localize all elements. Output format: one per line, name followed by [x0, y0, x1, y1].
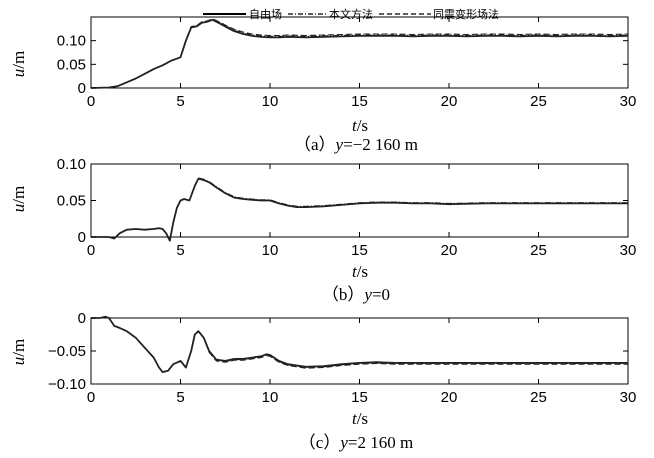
caption-value-b: =0 [372, 285, 390, 304]
legend-label-free-field: 自由场 [249, 7, 282, 21]
legend-label-uniform-deformation: 同震变形场法 [433, 7, 499, 21]
x-tick-label-c: 0 [87, 389, 95, 406]
y-axis-var-c: u [9, 357, 28, 366]
chart-panel-b: 0 0.05 0.10 0 5 10 15 20 25 30 u/m t/s （b）y=0 [9, 156, 636, 304]
plot-area-b [90, 163, 629, 242]
caption-a: （a）y=−2 160 m [294, 135, 418, 154]
caption-var-a: y [334, 135, 344, 154]
x-axis-unit-b: /s [357, 262, 368, 281]
x-axis-unit-a: /s [357, 116, 368, 135]
x-tick-label-b: 0 [87, 242, 95, 259]
caption-value-a: =−2 160 m [343, 135, 418, 154]
x-axis-var-a: t [352, 116, 358, 135]
x-tick-label-a: 20 [441, 93, 458, 110]
y-axis-label-a: u/m [9, 51, 28, 77]
x-tick-label-c: 15 [351, 389, 368, 406]
chart-panel-a: 0 0.05 0.10 0 5 10 15 20 25 30 u/m t/s （a）y=−2 1… [9, 16, 637, 154]
x-tick-label-c: 5 [176, 389, 184, 406]
series-line-dashed-a [90, 18, 629, 89]
y-ticks-c: 0 −0.05 −0.10 [48, 310, 628, 393]
x-tick-label-b: 20 [441, 242, 458, 259]
y-tick-label-c: −0.10 [48, 376, 86, 393]
x-tick-label-b: 30 [620, 242, 637, 259]
y-tick-label-c: 0 [78, 310, 86, 327]
y-axis-label-b: u/m [9, 186, 28, 212]
x-ticks-b: 0 5 10 15 20 25 30 [87, 164, 637, 259]
plot-area-c [90, 315, 629, 385]
legend-label-proposed: 本文方法 [329, 7, 373, 21]
x-tick-label-b: 25 [530, 242, 547, 259]
caption-b: （b）y=0 [322, 285, 390, 304]
series-line-solid-a [90, 18, 629, 89]
y-tick-label-b: 0.05 [57, 193, 86, 210]
x-tick-label-c: 20 [441, 389, 458, 406]
axes-frame-a [90, 16, 629, 89]
x-axis-label-a: t/s [352, 116, 368, 135]
x-tick-label-a: 25 [530, 93, 547, 110]
x-tick-label-b: 15 [351, 242, 368, 259]
x-tick-label-b: 5 [176, 242, 184, 259]
legend: 自由场 本文方法 同震变形场法 [203, 7, 499, 21]
x-axis-var-c: t [352, 409, 358, 428]
plot-area-a [90, 16, 629, 89]
y-tick-label-c: −0.05 [48, 343, 86, 360]
caption-var-b: y [362, 285, 372, 304]
series-line-solid-b [91, 177, 628, 242]
caption-c: （c）y=2 160 m [299, 433, 413, 452]
x-tick-label-a: 10 [262, 93, 279, 110]
y-axis-var-b: u [9, 204, 28, 213]
x-tick-label-c: 10 [262, 389, 279, 406]
x-tick-label-a: 15 [351, 93, 368, 110]
x-axis-unit-c: /s [357, 409, 368, 428]
caption-prefix-b: （b） [322, 285, 365, 304]
axes-frame-b [90, 163, 629, 238]
caption-var-c: y [338, 433, 348, 452]
y-ticks-a: 0 0.05 0.10 [57, 33, 628, 97]
x-tick-label-c: 30 [620, 389, 637, 406]
axes-frame-c [90, 317, 629, 385]
x-tick-label-a: 30 [620, 93, 637, 110]
y-axis-var-a: u [9, 69, 28, 78]
y-ticks-b: 0 0.05 0.10 [57, 156, 628, 246]
chart-panel-c: 0 −0.05 −0.10 0 5 10 15 20 25 30 u/m t/s （c）y=2 … [9, 310, 636, 452]
y-tick-label-b: 0 [78, 229, 86, 246]
y-tick-label-a: 0 [78, 80, 86, 97]
x-ticks-c: 0 5 10 15 20 25 30 [87, 318, 637, 406]
series-line-dashdot-a [90, 18, 629, 89]
y-tick-label-a: 0.10 [57, 33, 86, 50]
y-axis-unit-b: /m [9, 186, 28, 204]
y-tick-label-b: 0.10 [57, 156, 86, 173]
x-axis-label-b: t/s [352, 262, 368, 281]
series-line-dashed-b [91, 178, 628, 242]
x-axis-var-b: t [352, 262, 358, 281]
y-tick-label-a: 0.05 [57, 56, 86, 73]
series-line-dashed-c [91, 316, 628, 373]
x-ticks-a: 0 5 10 15 20 25 30 [87, 17, 637, 110]
caption-prefix-a: （a） [294, 135, 336, 154]
x-tick-label-a: 5 [176, 93, 184, 110]
y-axis-label-c: u/m [9, 339, 28, 365]
y-axis-unit-a: /m [9, 51, 28, 69]
x-tick-label-b: 10 [262, 242, 279, 259]
caption-value-c: =2 160 m [348, 433, 413, 452]
x-tick-label-a: 0 [87, 93, 95, 110]
caption-prefix-c: （c） [299, 433, 341, 452]
x-axis-label-c: t/s [352, 409, 368, 428]
x-tick-label-c: 25 [530, 389, 547, 406]
y-axis-unit-c: /m [9, 339, 28, 357]
